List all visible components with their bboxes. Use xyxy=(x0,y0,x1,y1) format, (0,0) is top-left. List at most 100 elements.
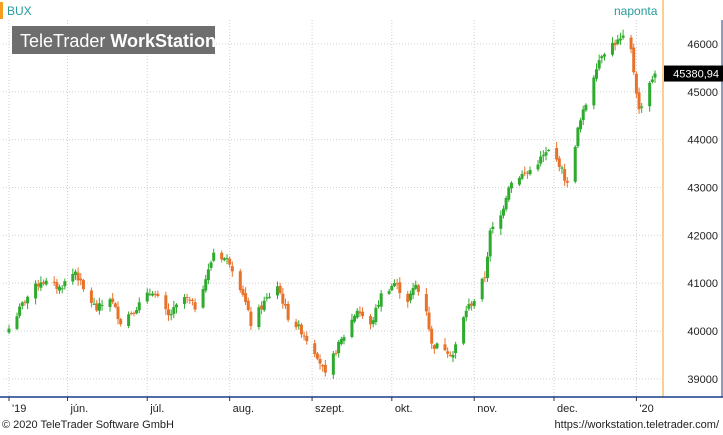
candle-body xyxy=(315,353,319,359)
candle-body xyxy=(555,147,559,160)
candle-body xyxy=(132,312,136,314)
candle-body xyxy=(26,296,30,304)
candle-body xyxy=(650,79,654,82)
candle-body xyxy=(241,289,245,295)
x-tick-label: '20 xyxy=(639,403,653,415)
chart-background xyxy=(0,0,723,417)
candle-body xyxy=(462,317,466,344)
candle-body xyxy=(592,77,596,106)
candle-body xyxy=(629,37,633,50)
candle-body xyxy=(597,60,601,69)
candle-body xyxy=(584,104,588,111)
candle-body xyxy=(81,280,85,290)
candle-body xyxy=(616,39,620,44)
candle-body xyxy=(486,256,490,279)
candle-body xyxy=(406,293,410,302)
candle-body xyxy=(395,283,399,285)
y-tick-label: 43000 xyxy=(687,182,718,194)
candle-body xyxy=(169,314,173,316)
candle-body xyxy=(108,299,112,307)
candle-body xyxy=(281,293,285,304)
candle-body xyxy=(342,337,346,341)
candle-body xyxy=(212,252,216,261)
y-tick-label: 44000 xyxy=(687,135,718,147)
candle-body xyxy=(602,54,606,57)
candle-body xyxy=(262,300,266,311)
candle-body xyxy=(339,338,343,344)
candle-body xyxy=(390,285,394,291)
y-tick-label: 42000 xyxy=(687,230,718,242)
candle-body xyxy=(321,364,325,367)
candle-body xyxy=(73,271,77,276)
brand-badge xyxy=(12,26,215,54)
candle-body xyxy=(276,286,280,296)
candle-body xyxy=(392,283,396,287)
candle-body xyxy=(541,155,545,157)
candle-body xyxy=(71,273,75,282)
x-tick-label: aug. xyxy=(233,403,254,415)
candle-body xyxy=(361,311,365,317)
candle-body xyxy=(318,358,322,364)
footer: © 2020 TeleTrader Software GmbH https://… xyxy=(0,417,723,435)
candle-body xyxy=(116,306,120,320)
candle-body xyxy=(416,285,420,292)
source-url[interactable]: https://workstation.teletrader.com/ xyxy=(554,419,719,431)
candle-body xyxy=(576,127,580,147)
candle-body xyxy=(369,316,373,325)
candle-body xyxy=(167,309,171,316)
candle-body xyxy=(520,174,524,179)
candle-body xyxy=(451,354,455,358)
candle-body xyxy=(610,42,614,55)
y-tick-label: 41000 xyxy=(687,278,718,290)
candle-body xyxy=(58,286,62,291)
candle-body xyxy=(432,345,436,349)
candle-body xyxy=(600,56,604,59)
candle-body xyxy=(52,281,56,283)
candle-body xyxy=(488,230,492,257)
candle-body xyxy=(129,313,133,315)
candle-body xyxy=(76,272,80,281)
candle-body xyxy=(20,302,24,306)
y-tick-label: 46000 xyxy=(687,39,718,51)
brand-logo: TeleTrader WorkStation xyxy=(20,31,216,51)
candle-body xyxy=(18,306,22,316)
candle-body xyxy=(446,351,450,354)
candle-body xyxy=(379,293,383,307)
candle-body xyxy=(286,303,290,320)
candle-body xyxy=(355,310,359,318)
y-tick-label: 40000 xyxy=(687,326,718,338)
candle-body xyxy=(209,262,213,268)
candle-body xyxy=(265,297,269,299)
x-tick-label: okt. xyxy=(395,403,413,415)
candle-body xyxy=(539,156,543,164)
candle-body xyxy=(454,344,458,354)
candle-body xyxy=(517,177,521,185)
candle-body xyxy=(470,303,474,306)
candle-body xyxy=(79,278,83,281)
candle-body xyxy=(618,38,622,41)
candle-body xyxy=(313,343,317,355)
candle-body xyxy=(135,310,139,314)
candle-body xyxy=(113,303,117,307)
candle-body xyxy=(260,305,264,310)
candle-body xyxy=(294,321,298,328)
last-price-label: 45380,94 xyxy=(673,69,719,81)
candle-body xyxy=(60,288,64,290)
candle-body xyxy=(182,297,186,304)
candle-body xyxy=(42,282,46,284)
candle-body xyxy=(648,82,652,107)
instrument-marker xyxy=(0,2,3,19)
candle-body xyxy=(185,297,189,299)
candle-body xyxy=(374,307,378,322)
candle-body xyxy=(302,335,306,337)
candle-body xyxy=(164,295,168,310)
candle-body xyxy=(193,302,197,310)
x-tick-label: júl. xyxy=(149,403,164,415)
period-label: naponta xyxy=(614,4,658,18)
candle-body xyxy=(55,282,59,289)
candle-body xyxy=(249,311,253,327)
axes: 39000 40000 41000 42000 43000 44000 45000 46000… xyxy=(0,0,723,415)
candle-body xyxy=(323,364,327,373)
candle-body xyxy=(268,296,272,298)
candle-body xyxy=(358,311,362,314)
